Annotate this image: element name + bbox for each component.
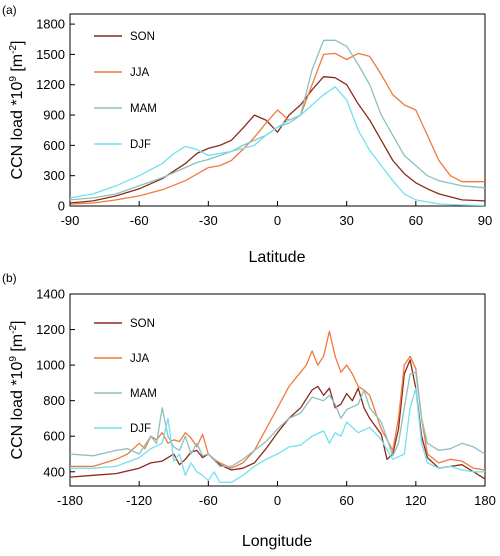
legend-label-djf: DJF [130, 423, 151, 435]
legend-label-jja: JJA [130, 67, 150, 79]
y-tick-label: 1400 [36, 287, 65, 302]
panel-b-y-ticks: 400 600 800 1000 1200 1400 [36, 287, 75, 479]
panel-a-x-axis-title: Latitude [249, 249, 306, 266]
legend-label-jja: JJA [130, 353, 150, 365]
legend-label-mam: MAM [130, 388, 157, 400]
x-tick-label: 90 [478, 213, 492, 228]
panel-b-label: (b) [2, 271, 17, 285]
series-line-son [69, 359, 486, 480]
panel-b-x-axis-title: Longitude [242, 533, 312, 550]
y-tick-label: 1500 [36, 47, 65, 62]
y-tick-label: 1800 [36, 17, 65, 32]
series-line-son [69, 76, 486, 204]
x-tick-label: -180 [57, 493, 83, 508]
x-tick-label: -60 [199, 493, 218, 508]
panel-b-legend: SON JJA MAM DJF [94, 318, 157, 435]
panel-a-x-ticks: -90 -60 -30 0 30 60 90 [61, 201, 492, 228]
y-tick-label: 800 [43, 393, 65, 408]
x-tick-label: 0 [274, 213, 281, 228]
y-tick-label: 1200 [36, 322, 65, 337]
x-tick-label: 120 [405, 493, 427, 508]
x-tick-label: 60 [339, 493, 353, 508]
panel-a-y-axis-title: CCN load *109 [m-2] [8, 41, 26, 180]
y-tick-label: 1000 [36, 358, 65, 373]
x-tick-label: -60 [130, 213, 149, 228]
panel-a-series [69, 39, 486, 207]
series-line-mam [69, 39, 486, 201]
panel-b-y-axis-title: CCN load *109 [m-2] [8, 321, 26, 460]
series-line-jja [69, 52, 485, 205]
y-tick-label: 600 [43, 138, 65, 153]
legend-label-son: SON [130, 31, 155, 43]
y-tick-label: 900 [43, 108, 65, 123]
panel-b: (b) -180 -120 -60 0 60 120 180 400 600 800 1000 12… [2, 271, 496, 550]
y-tick-label: 1200 [36, 77, 65, 92]
x-tick-label: -90 [61, 213, 80, 228]
y-tick-label: 600 [43, 429, 65, 444]
x-tick-label: 0 [274, 493, 281, 508]
legend-label-mam: MAM [130, 103, 157, 115]
y-tick-label: 400 [43, 464, 65, 479]
x-tick-label: 30 [339, 213, 353, 228]
panel-a-label: (a) [2, 3, 17, 17]
series-line-djf [69, 86, 486, 207]
y-tick-label: 0 [58, 199, 65, 214]
panel-b-x-ticks: -180 -120 -60 0 60 120 180 [57, 481, 496, 508]
panel-a-y-ticks: 0 300 600 900 1200 1500 1800 [36, 17, 75, 214]
x-tick-label: 60 [409, 213, 423, 228]
panel-a-legend: SON JJA MAM DJF [94, 31, 157, 151]
panel-b-series [69, 330, 486, 484]
legend-label-djf: DJF [130, 139, 151, 151]
x-tick-label: -120 [126, 493, 152, 508]
y-tick-label: 300 [43, 168, 65, 183]
series-line-mam [69, 371, 486, 468]
legend-label-son: SON [130, 318, 155, 330]
series-line-djf [70, 387, 485, 484]
x-tick-label: -30 [199, 213, 218, 228]
series-line-jja [70, 330, 486, 471]
panel-a: (a) -90 -60 -30 0 30 60 90 0 300 600 900 1200 1500 1… [2, 3, 492, 266]
x-tick-label: 180 [474, 493, 496, 508]
